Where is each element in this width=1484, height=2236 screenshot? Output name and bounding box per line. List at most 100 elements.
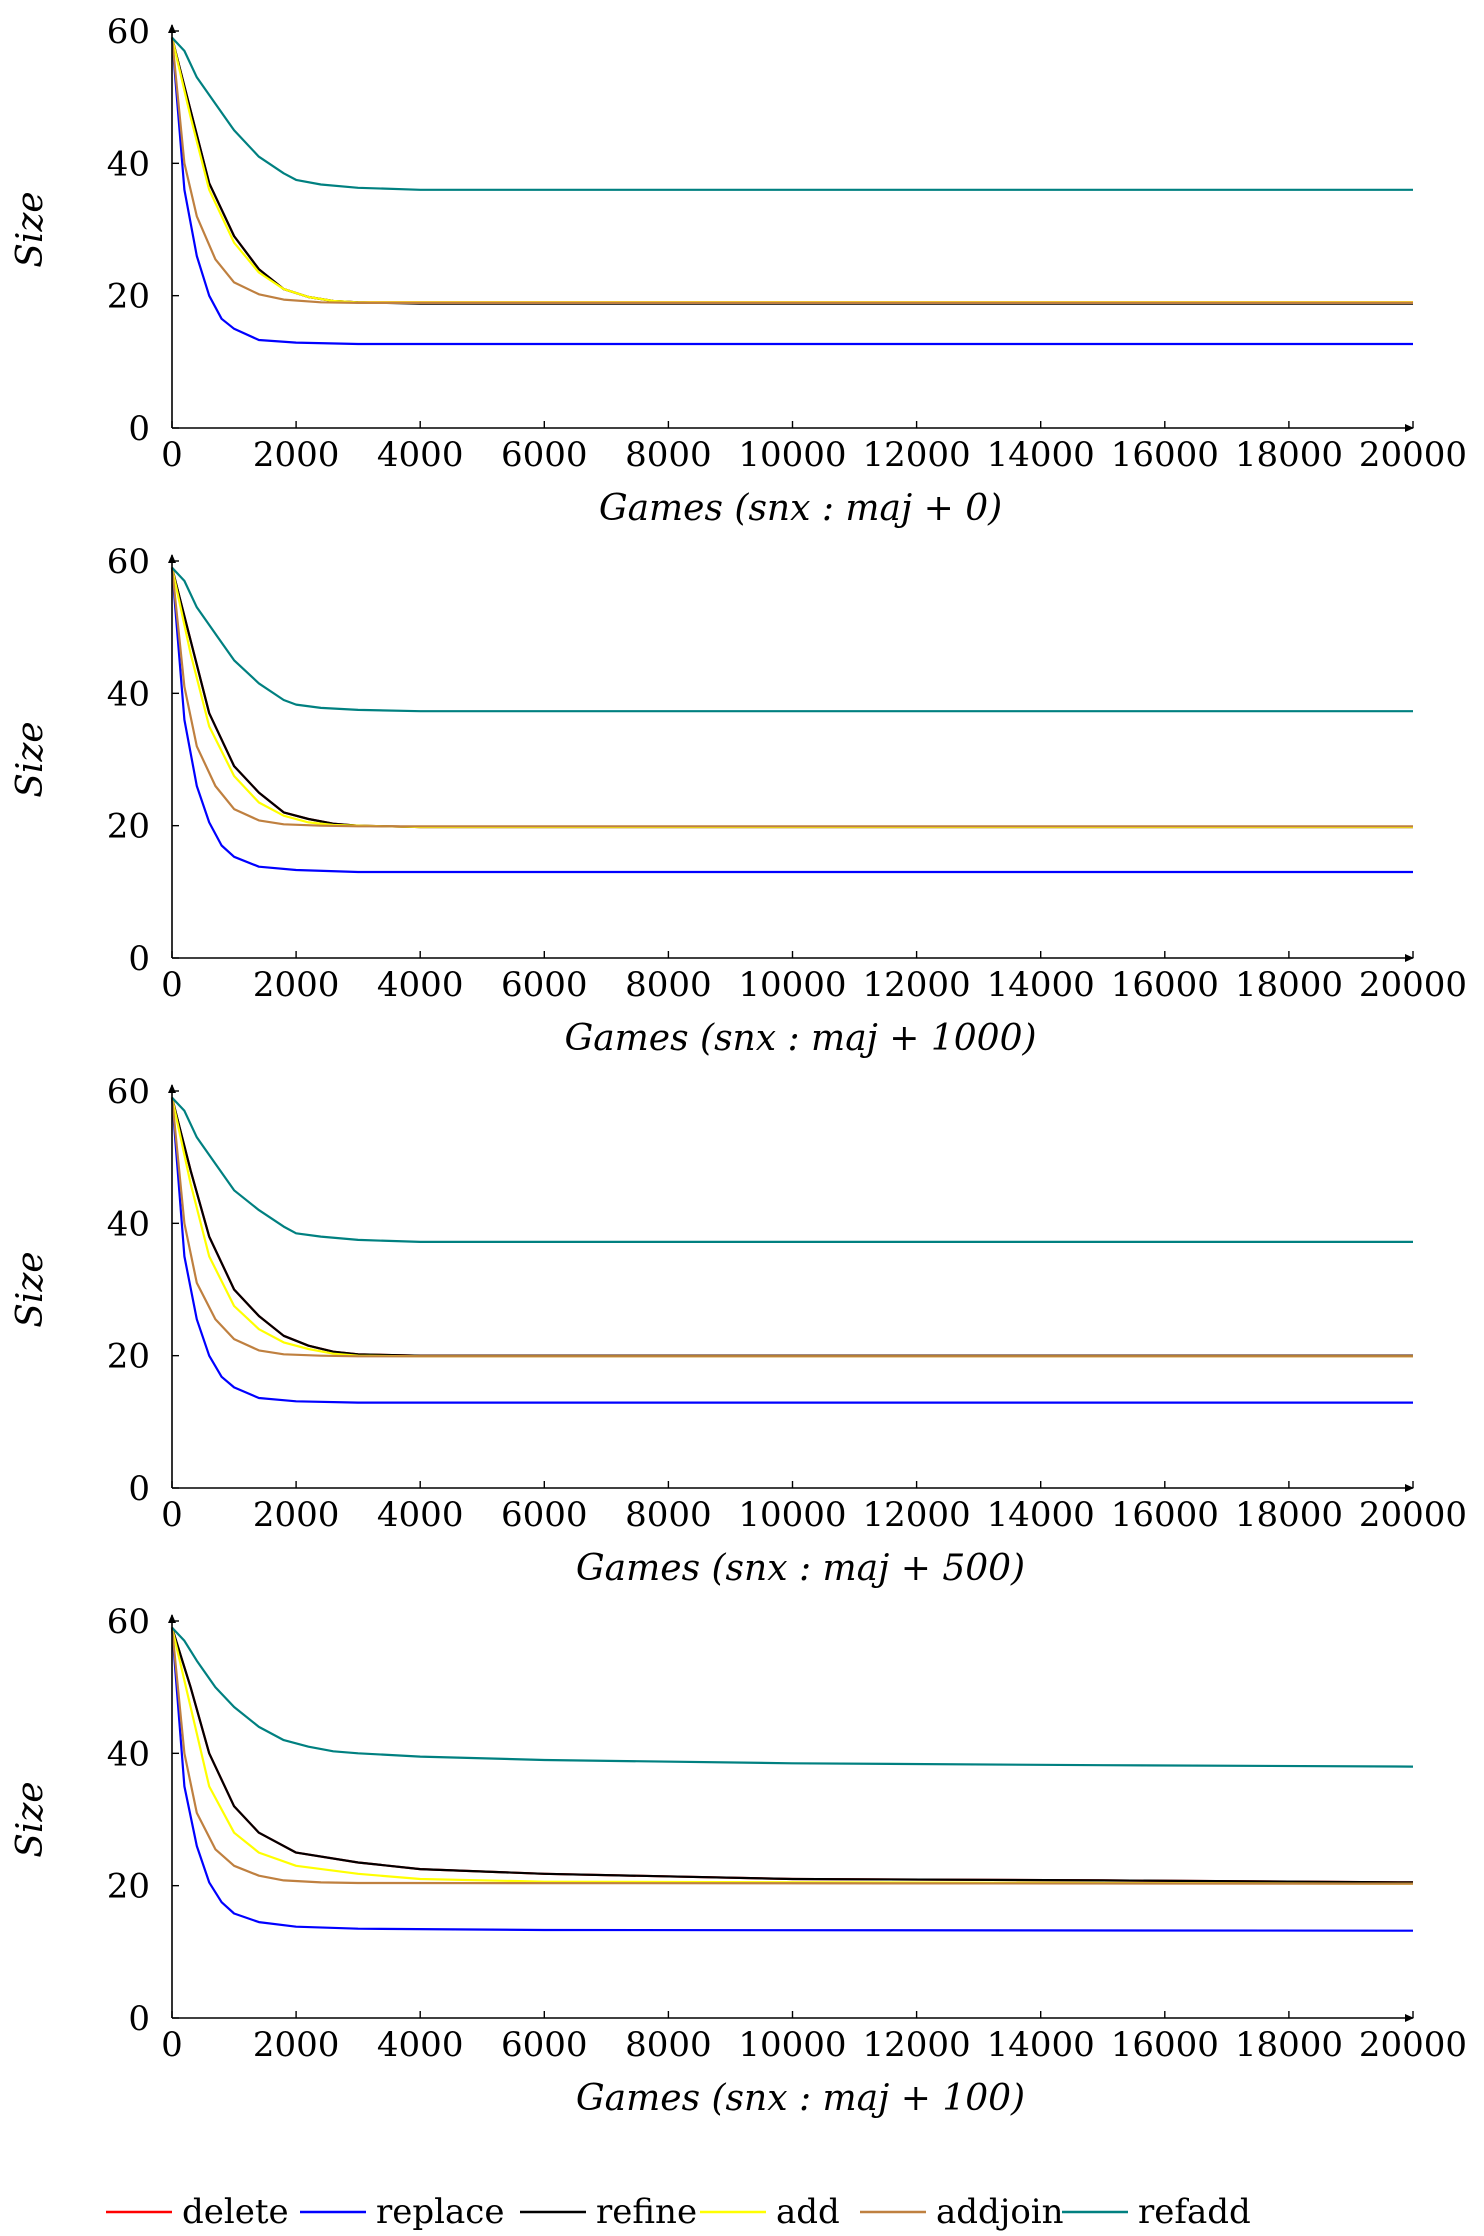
legend-label: addjoin xyxy=(936,2192,1064,2232)
x-tick-label: 16000 xyxy=(1111,1495,1219,1535)
series-line-add xyxy=(170,1097,1413,1358)
legend-item-add: add xyxy=(700,2192,840,2232)
x-tick-label: 10000 xyxy=(738,435,846,475)
y-tick-label: 40 xyxy=(107,674,150,714)
legend-label: delete xyxy=(182,2192,289,2232)
series-line-addjoin xyxy=(170,1627,1414,1885)
series-line-delete xyxy=(170,1627,1414,1884)
legend-item-addjoin: addjoin xyxy=(860,2192,1064,2232)
y-tick-label: 60 xyxy=(107,12,150,52)
y-axis-label: Size xyxy=(10,1781,51,1857)
x-tick-label: 0 xyxy=(161,435,183,475)
chart-panel-1: 0 2000 4000 6000 8000 10000 12000 14000 16000 180… xyxy=(10,12,1467,529)
series-line-delete xyxy=(170,1097,1413,1357)
series-group xyxy=(170,36,1413,346)
x-tick-label: 10000 xyxy=(738,1495,846,1535)
x-tick-label: 4000 xyxy=(377,1495,464,1535)
x-tick-label: 14000 xyxy=(987,2025,1095,2065)
x-tick-label: 2000 xyxy=(253,2025,340,2065)
series-line-add xyxy=(170,37,1413,304)
series-line-refine xyxy=(170,37,1413,305)
x-tick-label: 2000 xyxy=(253,435,340,475)
series-line-refine xyxy=(170,1097,1413,1357)
x-axis-label: Games (snx : maj + 100) xyxy=(576,2078,1025,2119)
series-line-add xyxy=(170,567,1413,829)
x-tick-label: 6000 xyxy=(501,1495,588,1535)
y-axis-label: Size xyxy=(10,191,51,267)
legend-label: replace xyxy=(376,2192,504,2232)
x-tick-label: 6000 xyxy=(501,2025,588,2065)
x-tick-label: 6000 xyxy=(501,435,588,475)
series-line-delete xyxy=(170,567,1413,829)
x-tick-label: 10000 xyxy=(738,965,846,1005)
y-tick-label: 60 xyxy=(107,1072,150,1112)
x-tick-label: 2000 xyxy=(253,1495,340,1535)
series-line-addjoin xyxy=(170,567,1413,828)
x-tick-label: 14000 xyxy=(987,435,1095,475)
x-tick-label: 12000 xyxy=(863,2025,971,2065)
x-tick-label: 18000 xyxy=(1235,965,1343,1005)
x-tick-label: 10000 xyxy=(738,2025,846,2065)
series-line-replace xyxy=(170,1097,1413,1404)
y-axis-label: Size xyxy=(10,721,51,797)
x-tick-label: 16000 xyxy=(1111,2025,1219,2065)
x-tick-label: 8000 xyxy=(625,435,712,475)
series-line-delete xyxy=(170,37,1413,304)
y-tick-label: 40 xyxy=(107,144,150,184)
x-axis-label: Games (snx : maj + 1000) xyxy=(564,1018,1036,1059)
x-tick-label: 16000 xyxy=(1111,435,1219,475)
legend-item-replace: replace xyxy=(300,2192,504,2232)
chart-panel-4: 0 2000 4000 6000 8000 10000 12000 14000 16000 180… xyxy=(10,1602,1467,2119)
legend-label: refadd xyxy=(1138,2192,1251,2232)
x-tick-label: 0 xyxy=(161,2025,183,2065)
x-axis-label: Games (snx : maj + 500) xyxy=(576,1548,1025,1589)
series-line-replace xyxy=(170,1627,1414,1932)
x-tick-label: 20000 xyxy=(1359,1495,1467,1535)
x-tick-label: 8000 xyxy=(625,965,712,1005)
x-tick-label: 16000 xyxy=(1111,965,1219,1005)
series-line-refadd xyxy=(171,36,1413,191)
x-tick-label: 12000 xyxy=(863,965,971,1005)
series-line-addjoin xyxy=(170,1097,1413,1358)
series-line-addjoin xyxy=(170,37,1413,304)
chart-panel-2: 0 2000 4000 6000 8000 10000 12000 14000 16000 180… xyxy=(10,542,1467,1059)
series-line-refine xyxy=(170,1627,1414,1884)
x-tick-label: 4000 xyxy=(377,2025,464,2065)
x-tick-label: 4000 xyxy=(377,965,464,1005)
y-axis-label: Size xyxy=(10,1251,51,1327)
x-tick-label: 20000 xyxy=(1359,435,1467,475)
y-tick-label: 0 xyxy=(128,1999,150,2039)
series-group xyxy=(170,1096,1413,1404)
legend-item-delete: delete xyxy=(106,2192,289,2232)
series-line-refine xyxy=(170,567,1413,829)
y-tick-label: 0 xyxy=(128,1469,150,1509)
x-tick-label: 8000 xyxy=(625,2025,712,2065)
x-tick-label: 18000 xyxy=(1235,435,1343,475)
y-tick-label: 60 xyxy=(107,542,150,582)
series-line-refadd xyxy=(171,1626,1414,1768)
x-tick-label: 2000 xyxy=(253,965,340,1005)
series-group xyxy=(170,566,1413,874)
chart-panel-3: 0 2000 4000 6000 8000 10000 12000 14000 16000 180… xyxy=(10,1072,1467,1589)
y-tick-label: 0 xyxy=(128,409,150,449)
series-line-refadd xyxy=(171,1096,1413,1244)
series-line-replace xyxy=(170,37,1413,346)
x-tick-label: 18000 xyxy=(1235,1495,1343,1535)
legend: delete replace refine add addjoin refadd xyxy=(106,2192,1251,2232)
series-line-refadd xyxy=(171,566,1413,713)
y-tick-label: 40 xyxy=(107,1734,150,1774)
legend-item-refine: refine xyxy=(520,2192,697,2232)
legend-label: add xyxy=(776,2192,840,2232)
x-tick-label: 20000 xyxy=(1359,2025,1467,2065)
x-tick-label: 0 xyxy=(161,965,183,1005)
y-tick-label: 20 xyxy=(107,1867,150,1907)
x-tick-label: 8000 xyxy=(625,1495,712,1535)
x-tick-label: 14000 xyxy=(987,1495,1095,1535)
x-tick-label: 6000 xyxy=(501,965,588,1005)
legend-item-refadd: refadd xyxy=(1062,2192,1251,2232)
x-tick-label: 4000 xyxy=(377,435,464,475)
y-tick-label: 40 xyxy=(107,1204,150,1244)
x-tick-label: 12000 xyxy=(863,1495,971,1535)
series-group xyxy=(170,1626,1414,1932)
